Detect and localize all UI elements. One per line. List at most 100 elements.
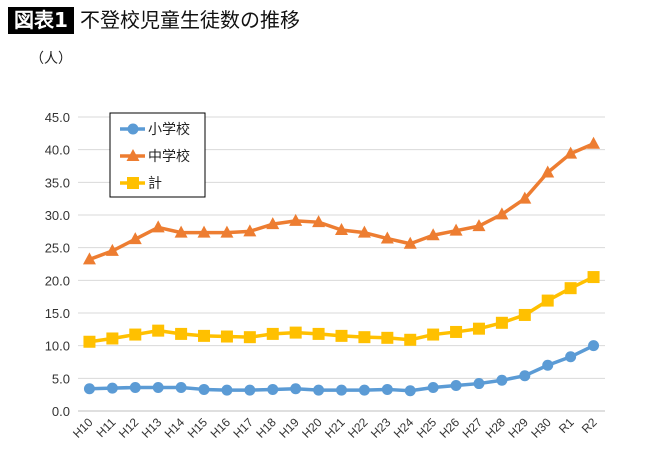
data-point: [266, 327, 279, 340]
y-tick-label: 25.0: [45, 241, 70, 256]
data-point: [495, 207, 509, 220]
data-point: [174, 225, 188, 238]
data-point: [564, 282, 577, 295]
legend-label: 計: [148, 176, 162, 192]
data-point: [587, 136, 601, 149]
legend-marker: [126, 149, 140, 161]
data-point: [289, 213, 303, 226]
x-tick-label: H18: [253, 415, 279, 441]
data-point: [519, 370, 531, 382]
data-point: [243, 224, 257, 237]
data-point: [83, 335, 96, 348]
data-point: [542, 359, 554, 371]
x-tick-label: H29: [505, 415, 531, 441]
y-tick-label: 40.0: [45, 143, 70, 158]
data-point: [220, 330, 233, 343]
x-tick-label: H25: [414, 415, 440, 441]
data-point: [289, 326, 302, 339]
data-point: [244, 384, 256, 396]
figure-label: 図表1: [8, 7, 74, 34]
data-point: [198, 329, 211, 342]
data-point: [106, 332, 119, 345]
series-line: [89, 344, 595, 393]
y-axis-unit-label: （人）: [30, 51, 72, 67]
data-point: [427, 328, 440, 341]
x-tick-label: H28: [483, 415, 509, 441]
series-1: [83, 340, 600, 397]
data-point: [450, 380, 462, 392]
data-point: [403, 236, 417, 249]
data-point: [290, 383, 302, 395]
data-point: [129, 328, 142, 341]
x-tick-label: H20: [299, 415, 325, 441]
data-point: [450, 325, 463, 338]
data-point: [221, 384, 233, 396]
series-3: [83, 271, 600, 348]
data-point: [588, 340, 600, 352]
data-point: [198, 383, 210, 395]
x-tick-label: H19: [276, 415, 302, 441]
data-point: [175, 327, 188, 340]
x-tick-label: H12: [116, 415, 142, 441]
data-point: [128, 232, 142, 245]
data-point: [151, 220, 165, 233]
y-tick-label: 35.0: [45, 175, 70, 190]
data-point: [357, 225, 371, 238]
data-point: [518, 191, 532, 204]
data-point: [358, 384, 370, 396]
data-point: [197, 225, 211, 238]
data-point: [105, 243, 119, 256]
x-tick-label: H13: [139, 415, 165, 441]
chart-title: 不登校児童生徒数の推移: [80, 8, 300, 32]
x-tick-label: H17: [231, 415, 257, 441]
x-tick-label: H14: [162, 415, 188, 441]
data-point: [587, 271, 600, 284]
y-tick-label: 45.0: [45, 110, 70, 125]
y-tick-label: 5.0: [52, 371, 70, 386]
data-point: [564, 146, 578, 159]
data-point: [83, 383, 95, 395]
x-tick-label: H21: [322, 415, 348, 441]
data-point: [427, 381, 439, 393]
data-point: [518, 308, 531, 321]
x-tick-label: H15: [185, 415, 211, 441]
y-tick-label: 0.0: [52, 404, 70, 419]
data-point: [335, 223, 348, 236]
data-point: [472, 322, 485, 335]
data-point: [267, 383, 279, 395]
data-point: [473, 378, 485, 390]
data-point: [381, 383, 393, 395]
data-point: [565, 351, 577, 363]
data-point: [404, 333, 417, 346]
data-point: [220, 225, 234, 238]
data-point: [243, 331, 256, 344]
data-point: [152, 381, 164, 393]
x-tick-label: H27: [460, 415, 486, 441]
data-point: [82, 252, 96, 265]
data-point: [381, 331, 394, 344]
data-point: [106, 382, 118, 394]
x-tick-label: H10: [70, 415, 96, 441]
y-tick-label: 20.0: [45, 273, 70, 288]
y-tick-label: 15.0: [45, 306, 70, 321]
x-tick-label: H16: [208, 415, 234, 441]
y-tick-label: 30.0: [45, 208, 70, 223]
data-point: [496, 374, 508, 386]
y-tick-label: 10.0: [45, 339, 70, 354]
legend-marker: [127, 123, 139, 135]
data-point: [312, 215, 326, 228]
data-point: [175, 381, 187, 393]
x-tick-label: H22: [345, 415, 371, 441]
data-point: [358, 331, 371, 344]
data-point: [541, 165, 555, 178]
data-point: [313, 384, 325, 396]
x-tick-label: H11: [94, 415, 119, 440]
data-point: [404, 385, 416, 397]
legend-label: 小学校: [148, 121, 190, 138]
x-tick-label: R2: [579, 415, 600, 436]
x-tick-label: H30: [528, 415, 554, 441]
data-point: [426, 228, 440, 241]
x-tick-label: H26: [437, 415, 463, 441]
x-tick-label: H23: [368, 415, 394, 441]
